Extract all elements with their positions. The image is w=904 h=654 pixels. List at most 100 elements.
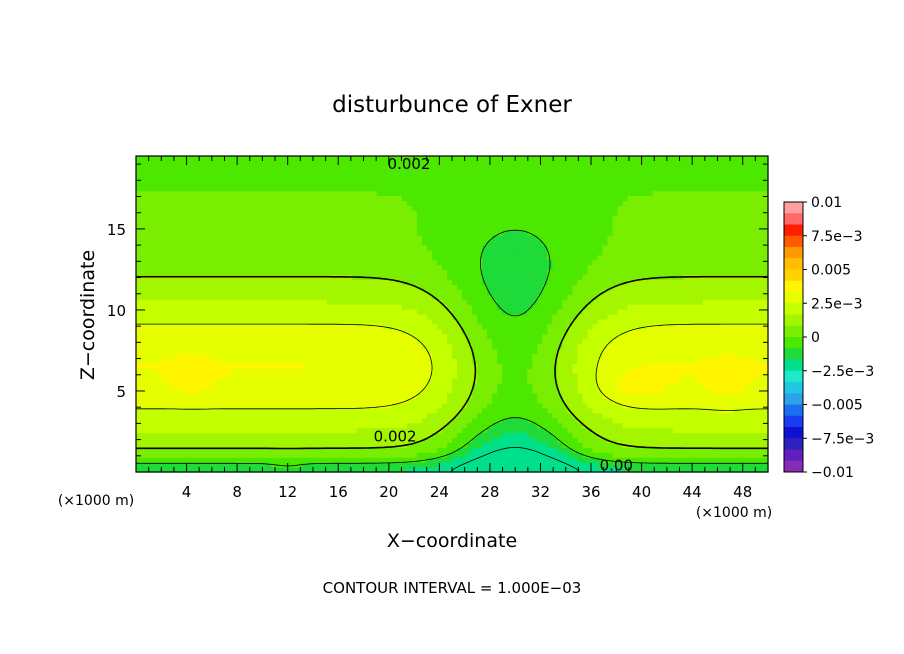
field-cell [151,269,157,276]
field-cell [366,358,373,364]
field-cell [196,185,202,192]
field-cell [206,160,212,167]
field-cell [356,402,363,409]
field-cell [366,304,373,310]
field-cell [161,170,167,177]
field-cell [436,432,443,439]
field-cell [151,294,157,300]
field-cell [492,427,498,434]
field-cell [421,328,428,335]
field-cell [386,175,393,182]
field-cell [331,363,338,369]
field-cell [286,156,293,162]
field-cell [351,447,358,453]
field-cell [161,289,167,295]
field-cell [346,205,353,211]
field-cell [431,165,438,172]
field-cell [181,269,187,276]
field-cell [381,180,388,187]
field-cell [507,220,513,226]
field-cell [271,259,278,266]
field-cell [436,407,443,414]
field-cell [341,244,348,251]
field-cell [487,388,493,394]
field-cell [346,314,353,320]
field-cell [487,314,493,320]
field-cell [286,220,293,226]
field-cell [416,235,423,241]
field-cell [462,353,468,360]
field-cell [477,343,483,350]
field-cell [251,289,257,295]
field-cell [391,328,398,335]
field-cell [136,249,142,256]
field-cell [141,225,147,231]
field-cell [386,294,393,300]
field-cell [316,170,323,177]
field-cell [366,205,373,211]
field-cell [221,432,227,439]
field-cell [281,318,288,325]
field-cell [512,373,518,379]
field-cell [161,452,167,458]
field-cell [251,318,257,325]
field-cell [196,220,202,226]
field-cell [517,180,523,187]
field-cell [291,407,298,414]
field-cell [291,333,298,340]
field-cell [331,358,338,364]
field-cell [226,407,232,414]
field-cell [191,373,197,379]
field-cell [196,244,202,251]
field-cell [411,328,418,335]
field-cell [376,328,383,335]
field-cell [211,215,217,221]
field-cell [482,230,488,236]
field-cell [296,254,303,261]
field-cell [171,422,177,429]
field-cell [497,318,503,325]
field-cell [366,175,373,182]
field-cell [306,259,313,266]
field-cell [351,180,358,187]
field-cell [401,239,408,246]
field-cell [291,363,298,369]
field-cell [346,299,353,305]
field-cell [467,239,473,246]
field-cell [517,397,523,404]
field-cell [236,259,242,266]
field-cell [361,407,368,414]
field-cell [236,353,242,360]
field-cell [517,427,523,434]
field-cell [326,180,333,187]
field-cell [396,249,403,256]
field-cell [326,388,333,394]
field-cell [457,422,463,429]
field-cell [181,427,187,434]
field-cell [201,264,207,271]
field-cell [316,323,323,330]
field-cell [176,343,182,350]
field-cell [321,259,328,266]
field-cell [266,279,273,285]
field-cell [226,160,232,167]
field-cell [482,289,488,295]
field-cell [306,368,313,374]
field-cell [462,244,468,251]
field-cell [497,388,503,394]
field-cell [196,190,202,197]
field-cell [487,225,493,231]
field-cell [271,289,278,295]
field-cell [477,328,483,335]
field-cell [276,363,283,369]
field-cell [286,373,293,379]
field-cell [462,427,468,434]
field-cell [376,220,383,226]
field-cell [241,442,247,448]
field-cell [196,254,202,261]
field-cell [181,467,187,473]
field-cell [406,254,413,261]
field-cell [236,447,242,453]
field-cell [261,412,268,419]
field-cell [477,348,483,355]
